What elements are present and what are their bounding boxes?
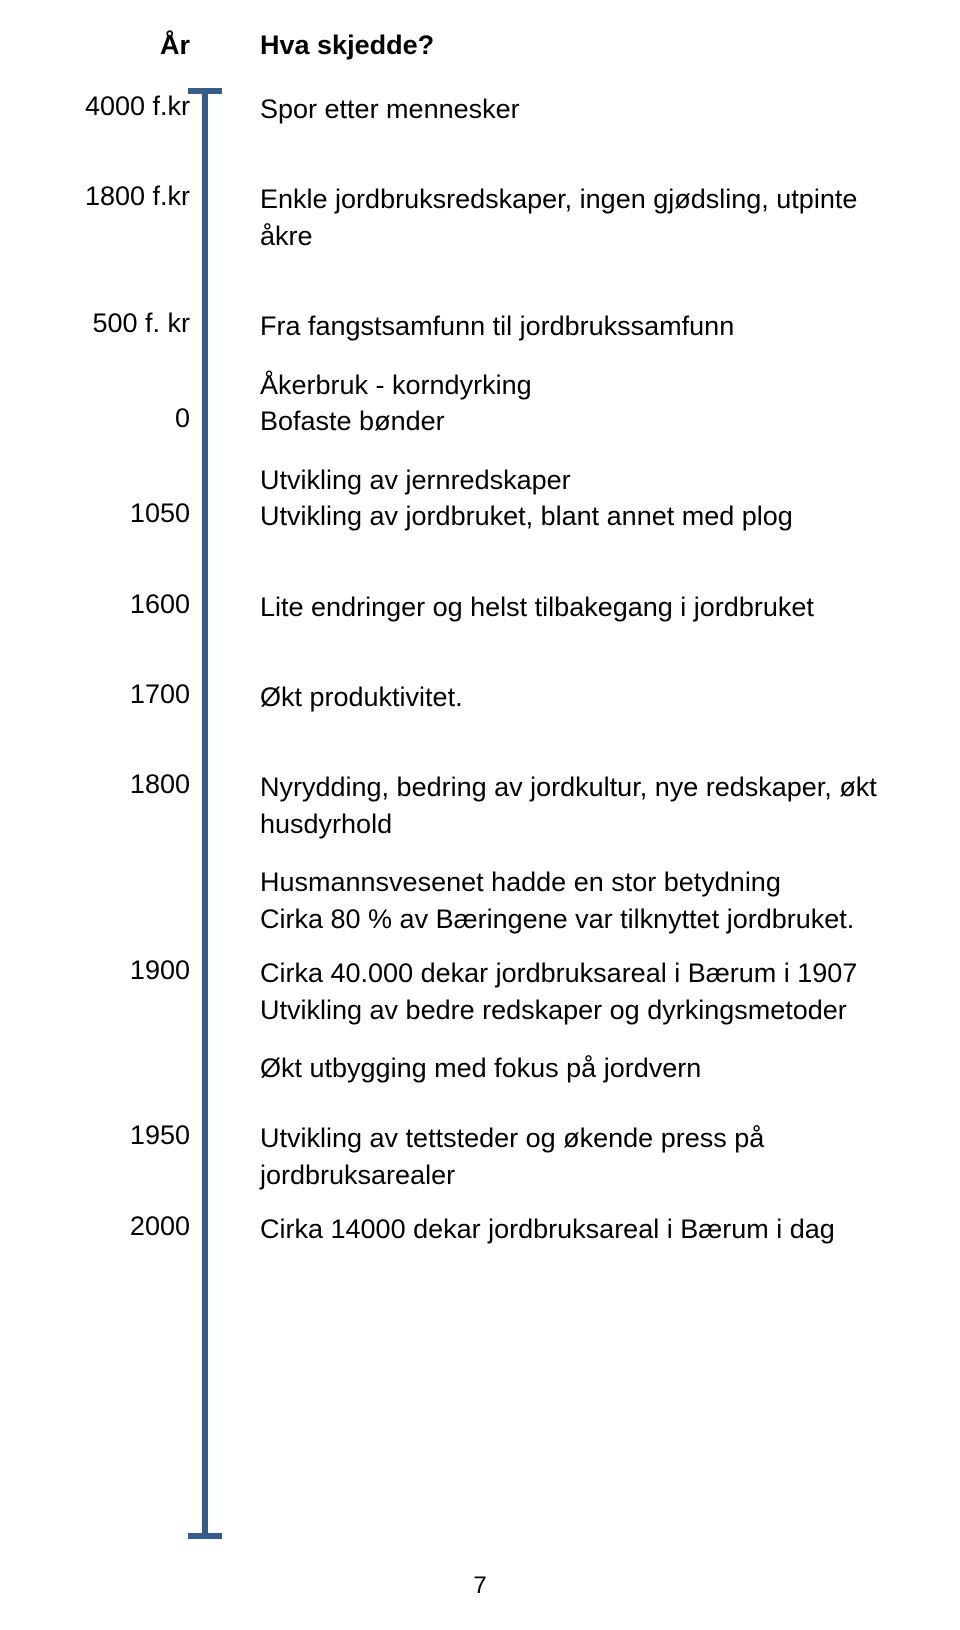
- timeline-entry: 1800 Nyrydding, bedring av jordkultur, ny…: [60, 769, 900, 937]
- entry-year: 1800: [60, 769, 190, 800]
- entry-paragraph: Spor etter mennesker: [260, 91, 900, 127]
- entry-year: 500 f. kr: [60, 308, 190, 339]
- timeline-entry: 1900 Cirka 40.000 dekar jordbruksareal i …: [60, 955, 900, 1086]
- entry-year: 1800 f.kr: [60, 181, 190, 212]
- entry-paragraph: Fra fangstsamfunn til jordbrukssamfunn: [260, 308, 900, 344]
- spacer: [60, 1193, 900, 1211]
- entry-year: 1900: [60, 955, 190, 986]
- spacer: [60, 127, 900, 181]
- entry-year: 1700: [60, 679, 190, 710]
- entry-content: Enkle jordbruksredskaper, ingen gjødslin…: [230, 181, 900, 254]
- entry-paragraph: Cirka 40.000 dekar jordbruksareal i Bæru…: [260, 955, 900, 1028]
- page-number: 7: [0, 1572, 960, 1600]
- timeline-entry: 2000 Cirka 14000 dekar jordbruksareal i B…: [60, 1211, 900, 1247]
- entry-paragraph: Økt utbygging med fokus på jordvern: [260, 1050, 900, 1086]
- entry-content: Fra fangstsamfunn til jordbrukssamfunn Åk…: [230, 308, 900, 403]
- entry-content: Utvikling av tettsteder og økende press …: [230, 1120, 900, 1193]
- entry-paragraph: Åkerbruk - korndyrking: [260, 367, 900, 403]
- entry-paragraph: Utvikling av jordbruket, blant annet med…: [260, 498, 900, 534]
- entry-content: Nyrydding, bedring av jordkultur, nye re…: [230, 769, 900, 937]
- header-row: År Hva skjedde?: [60, 30, 900, 61]
- entry-paragraph: Lite endringer og helst tilbakegang i jo…: [260, 589, 900, 625]
- entry-content: Økt produktivitet.: [230, 679, 900, 715]
- spacer: [60, 715, 900, 769]
- entry-paragraph: Enkle jordbruksredskaper, ingen gjødslin…: [260, 181, 900, 254]
- entry-content: Utvikling av jordbruket, blant annet med…: [230, 498, 900, 534]
- entry-paragraph: Utvikling av tettsteder og økende press …: [260, 1120, 900, 1193]
- timeline-entry: 1600 Lite endringer og helst tilbakegang …: [60, 589, 900, 625]
- entry-paragraph: Nyrydding, bedring av jordkultur, nye re…: [260, 769, 900, 842]
- timeline: 4000 f.kr Spor etter mennesker 1800 f.kr En…: [60, 91, 900, 1248]
- timeline-entry: 4000 f.kr Spor etter mennesker: [60, 91, 900, 127]
- timeline-line: [202, 91, 208, 1536]
- entry-year: 2000: [60, 1211, 190, 1242]
- timeline-entry: 500 f. kr Fra fangstsamfunn til jordbruks…: [60, 308, 900, 403]
- timeline-cap-bottom: [188, 1533, 222, 1539]
- entries-container: 4000 f.kr Spor etter mennesker 1800 f.kr En…: [60, 91, 900, 1248]
- document-page: År Hva skjedde? 4000 f.kr Spor etter menn…: [0, 0, 960, 1630]
- entry-paragraph: Økt produktivitet.: [260, 679, 900, 715]
- spacer: [60, 254, 900, 308]
- header-content-label: Hva skjedde?: [230, 30, 900, 61]
- timeline-entry: 1700 Økt produktivitet.: [60, 679, 900, 715]
- timeline-entry: 0 Bofaste bønder Utvikling av jernredskape…: [60, 403, 900, 498]
- entry-year: 1600: [60, 589, 190, 620]
- spacer: [60, 535, 900, 589]
- entry-content: Lite endringer og helst tilbakegang i jo…: [230, 589, 900, 625]
- entry-paragraph: Husmannsvesenet hadde en stor betydningC…: [260, 864, 900, 937]
- entry-year: 0: [60, 403, 190, 434]
- entry-content: Spor etter mennesker: [230, 91, 900, 127]
- spacer: [60, 937, 900, 955]
- entry-year: 1950: [60, 1120, 190, 1151]
- entry-content: Cirka 40.000 dekar jordbruksareal i Bæru…: [230, 955, 900, 1086]
- entry-paragraph: Utvikling av jernredskaper: [260, 462, 900, 498]
- timeline-entry: 1950 Utvikling av tettsteder og økende pr…: [60, 1120, 900, 1193]
- spacer: [60, 1086, 900, 1120]
- entry-content: Cirka 14000 dekar jordbruksareal i Bærum…: [230, 1211, 900, 1247]
- header-year-label: År: [60, 30, 190, 61]
- timeline-entry: 1050 Utvikling av jordbruket, blant annet…: [60, 498, 900, 534]
- entry-paragraph: Cirka 14000 dekar jordbruksareal i Bærum…: [260, 1211, 900, 1247]
- timeline-entry: 1800 f.kr Enkle jordbruksredskaper, ingen…: [60, 181, 900, 254]
- entry-content: Bofaste bønder Utvikling av jernredskaper: [230, 403, 900, 498]
- entry-year: 1050: [60, 498, 190, 529]
- entry-paragraph: Bofaste bønder: [260, 403, 900, 439]
- entry-year: 4000 f.kr: [60, 91, 190, 122]
- spacer: [60, 625, 900, 679]
